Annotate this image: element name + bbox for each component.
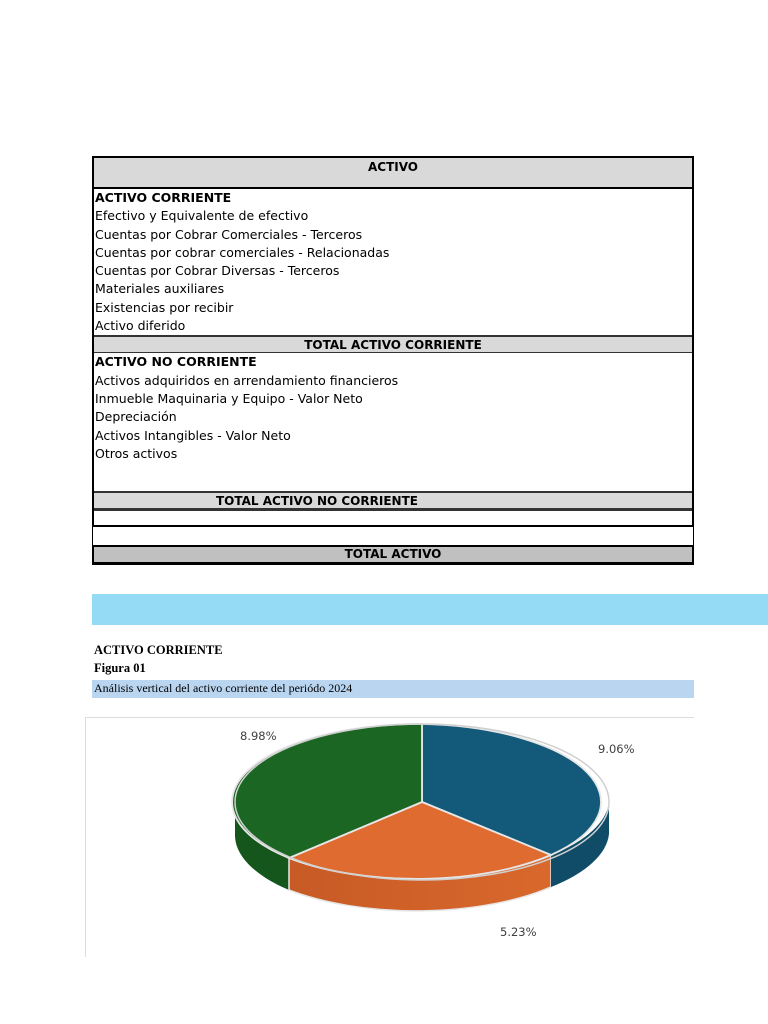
slice-label-orange: 5.23% xyxy=(500,925,537,939)
balance-sheet-table: ACTIVO ACTIVO CORRIENTE Efectivo y Equiv… xyxy=(92,156,694,566)
table-row: Materiales auxiliares xyxy=(95,281,225,297)
table-row: Otros activos xyxy=(95,445,178,461)
grand-total-row: TOTAL ACTIVO xyxy=(92,545,694,566)
total-current-row: TOTAL ACTIVO CORRIENTE xyxy=(94,335,692,354)
pie-chart: 8.98% 9.06% 5.23% xyxy=(85,717,694,957)
figure-number: Figura 01 xyxy=(94,661,146,675)
table-row: Depreciación xyxy=(95,409,177,425)
table-row: Activo diferido xyxy=(95,318,186,334)
slice-label-green: 8.98% xyxy=(240,729,277,743)
blank-row xyxy=(94,509,692,528)
table-header-activo: ACTIVO xyxy=(94,158,692,189)
figure-description: Análisis vertical del activo corriente d… xyxy=(92,680,694,698)
table-row: Efectivo y Equivalente de efectivo xyxy=(95,208,309,224)
table-row: Existencias por recibir xyxy=(95,299,234,315)
blank-row xyxy=(94,463,692,491)
section-heading: ACTIVO CORRIENTE xyxy=(94,643,223,657)
table-row: Activos Intangibles - Valor Neto xyxy=(95,427,291,443)
table-row: Cuentas por cobrar comerciales - Relacio… xyxy=(95,244,390,260)
section-title-non-current: ACTIVO NO CORRIENTE xyxy=(95,354,257,370)
blank-row xyxy=(92,527,694,546)
pie-chart-graphic xyxy=(231,723,610,912)
total-non-current-row: TOTAL ACTIVO NO CORRIENTE xyxy=(94,491,692,510)
section-title-current: ACTIVO CORRIENTE xyxy=(95,190,232,205)
pie-slice-blue xyxy=(421,723,602,856)
highlight-band xyxy=(92,594,768,625)
pie-side-green xyxy=(234,802,289,890)
table-row: Cuentas por Cobrar Diversas - Terceros xyxy=(95,263,340,279)
table-row: Inmueble Maquinaria y Equipo - Valor Net… xyxy=(95,390,363,406)
slice-label-blue: 9.06% xyxy=(598,742,635,756)
table-row: Cuentas por Cobrar Comerciales - Tercero… xyxy=(95,226,363,242)
table-row: Activos adquiridos en arrendamiento fina… xyxy=(95,372,399,388)
